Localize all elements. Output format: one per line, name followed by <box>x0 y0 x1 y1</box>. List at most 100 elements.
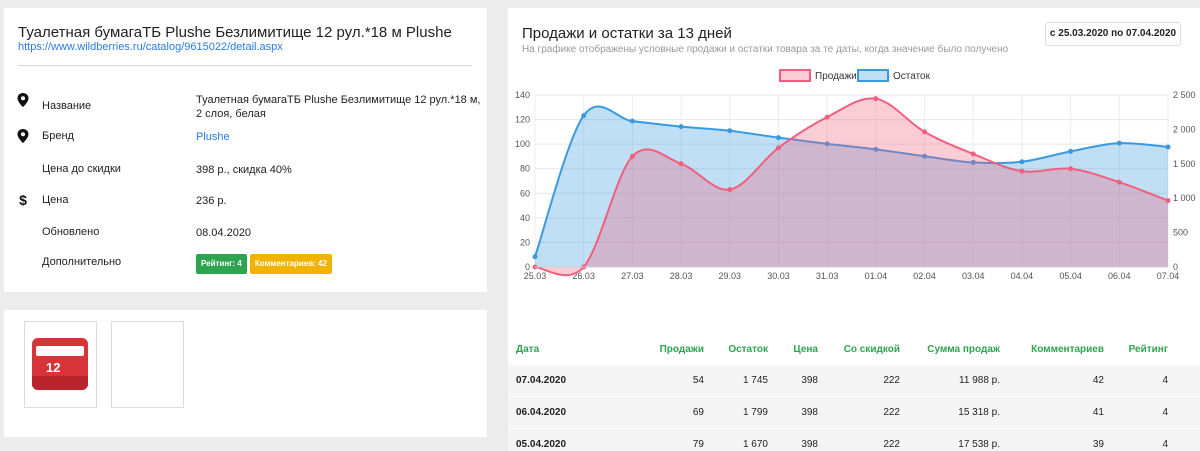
sales-title: Продажи и остатки за 13 дней <box>522 25 732 42</box>
cell-date: 06.04.2020 <box>516 407 567 418</box>
cell-sales: 69 <box>692 407 704 418</box>
cell-sales: 79 <box>692 439 704 450</box>
product-card: Туалетная бумагаТБ Plushe Безлимитище 12… <box>4 8 487 292</box>
y-right-tick-label: 2 000 <box>1173 124 1196 134</box>
data-point <box>1165 198 1171 204</box>
table-header: Дата Продажи Остаток Цена Со скидкой Сум… <box>508 335 1200 365</box>
x-tick-label: 02.04 <box>913 271 936 281</box>
sales-table: Дата Продажи Остаток Цена Со скидкой Сум… <box>508 335 1200 451</box>
data-point <box>970 159 976 165</box>
y-left-tick-label: 80 <box>520 164 530 174</box>
table-row: 07.04.2020 54 1 745 398 222 11 988 р. 42… <box>508 365 1200 397</box>
dollar-icon: $ <box>19 192 27 208</box>
x-tick-label: 30.03 <box>767 271 790 281</box>
y-left-tick-label: 20 <box>520 237 530 247</box>
data-point <box>775 135 781 141</box>
data-point <box>824 141 830 147</box>
badge-group: Рейтинг: 4 Комментариев: 42 <box>196 254 481 274</box>
table-row: 05.04.2020 79 1 670 398 222 17 538 р. 39… <box>508 429 1200 451</box>
x-tick-label: 31.03 <box>816 271 839 281</box>
x-tick-label: 04.04 <box>1011 271 1034 281</box>
y-left-tick-label: 40 <box>520 213 530 223</box>
y-left-tick-label: 120 <box>515 115 530 125</box>
y-right-tick-label: 500 <box>1173 228 1188 238</box>
product-thumbnail[interactable]: 12 <box>24 321 97 408</box>
data-point <box>1019 159 1025 165</box>
x-tick-label: 01.04 <box>865 271 888 281</box>
cell-comments: 41 <box>1092 407 1104 418</box>
info-value: 398 р., скидка 40% <box>196 164 292 176</box>
cell-rating: 4 <box>1162 439 1168 450</box>
th-date[interactable]: Дата <box>516 344 540 355</box>
data-point <box>873 146 879 152</box>
cell-discount: 222 <box>883 407 900 418</box>
data-point <box>922 153 928 159</box>
product-link[interactable]: https://www.wildberries.ru/catalog/96150… <box>18 41 283 53</box>
data-point <box>1068 166 1074 172</box>
th-sales[interactable]: Продажи <box>659 344 704 355</box>
x-tick-label: 05.04 <box>1059 271 1082 281</box>
th-price[interactable]: Цена <box>793 344 818 355</box>
cell-comments: 39 <box>1092 439 1104 450</box>
th-stock[interactable]: Остаток <box>728 344 768 355</box>
th-rating[interactable]: Рейтинг <box>1128 344 1168 355</box>
y-right-tick-label: 1 500 <box>1173 159 1196 169</box>
cell-comments: 42 <box>1092 375 1104 386</box>
data-point <box>1116 140 1122 146</box>
info-label: Обновлено <box>42 226 100 238</box>
rating-badge: Рейтинг: 4 <box>196 254 247 274</box>
brand-link[interactable]: Plushe <box>196 131 230 143</box>
sales-card: Продажи и остатки за 13 дней На графике … <box>508 8 1200 451</box>
pack-band <box>36 346 84 356</box>
product-image: 12 <box>32 338 88 390</box>
x-tick-label: 27.03 <box>621 271 644 281</box>
pack-count: 12 <box>46 360 61 375</box>
legend-swatch <box>779 69 811 82</box>
data-point <box>922 129 928 135</box>
cell-price: 398 <box>801 439 818 450</box>
data-point <box>581 113 587 119</box>
cell-date: 07.04.2020 <box>516 375 567 386</box>
y-left-tick-label: 0 <box>525 262 530 272</box>
cell-price: 398 <box>801 407 818 418</box>
empty-thumbnail[interactable] <box>111 321 184 408</box>
date-range-button[interactable]: с 25.03.2020 по 07.04.2020 <box>1045 22 1181 46</box>
data-point <box>1019 168 1025 174</box>
cell-discount: 222 <box>883 439 900 450</box>
info-value: 08.04.2020 <box>196 227 252 239</box>
data-point <box>1068 148 1074 154</box>
x-tick-label: 28.03 <box>670 271 693 281</box>
cell-sum: 15 318 р. <box>958 407 1000 418</box>
cell-discount: 222 <box>883 375 900 386</box>
info-value: 236 р. <box>196 195 227 207</box>
y-left-tick-label: 60 <box>520 188 530 198</box>
cell-rating: 4 <box>1162 407 1168 418</box>
info-label: Бренд <box>42 130 74 142</box>
cell-stock: 1 670 <box>742 439 768 450</box>
y-left-tick-label: 140 <box>515 90 530 100</box>
th-sum[interactable]: Сумма продаж <box>927 344 1000 355</box>
th-discount[interactable]: Со скидкой <box>843 344 900 355</box>
images-card: 12 <box>4 310 487 437</box>
cell-sales: 54 <box>692 375 704 386</box>
map-pin-icon <box>17 129 29 143</box>
info-label: Цена до скидки <box>42 163 121 175</box>
data-point <box>1116 179 1122 185</box>
cell-rating: 4 <box>1162 375 1168 386</box>
data-point <box>629 153 635 159</box>
y-right-tick-label: 0 <box>1173 262 1178 272</box>
cell-price: 398 <box>801 375 818 386</box>
divider <box>18 65 472 66</box>
cell-date: 05.04.2020 <box>516 439 567 450</box>
series-area-0 <box>535 98 1168 276</box>
data-point <box>970 151 976 157</box>
data-point <box>775 145 781 151</box>
data-point <box>532 254 538 260</box>
data-point <box>824 114 830 120</box>
data-point <box>873 96 879 102</box>
th-comments[interactable]: Комментариев <box>1031 344 1104 355</box>
pack-foot <box>32 376 88 390</box>
series-area-1 <box>535 106 1168 268</box>
sales-subtitle: На графике отображены условные продажи и… <box>522 44 1009 55</box>
legend-label: Продажи <box>815 71 857 82</box>
